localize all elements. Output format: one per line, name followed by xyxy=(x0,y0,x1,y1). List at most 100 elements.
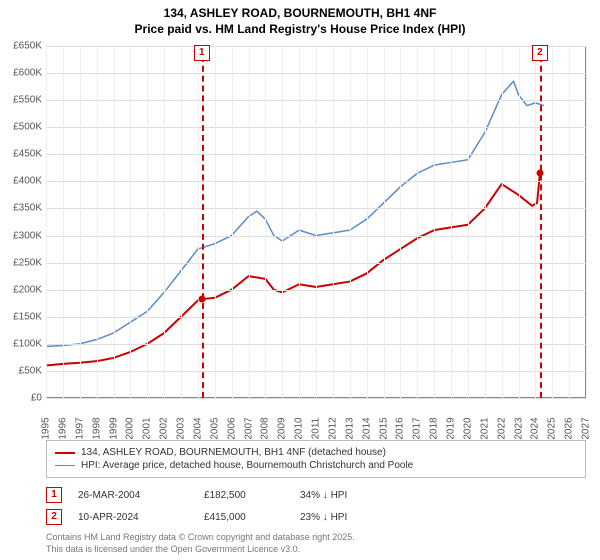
gridline-v xyxy=(265,46,266,398)
gridline-v xyxy=(215,46,216,398)
gridline-v xyxy=(552,46,553,398)
x-axis-tick-label: 1998 xyxy=(91,414,102,444)
x-axis-tick-label: 2010 xyxy=(294,414,305,444)
x-axis-tick-label: 1997 xyxy=(74,414,85,444)
y-axis-tick-label: £0 xyxy=(0,393,42,404)
x-axis-tick-label: 2025 xyxy=(547,414,558,444)
x-axis-tick-label: 2001 xyxy=(142,414,153,444)
gridline-v xyxy=(468,46,469,398)
legend-and-footer: 134, ASHLEY ROAD, BOURNEMOUTH, BH1 4NF (… xyxy=(46,440,586,555)
x-axis-tick-label: 2000 xyxy=(125,414,136,444)
gridline-v xyxy=(316,46,317,398)
transactions-table: 1 26-MAR-2004 £182,500 34% ↓ HPI 2 10-APR-202… xyxy=(46,484,586,528)
transaction-dot xyxy=(198,296,205,303)
x-axis-tick-label: 1995 xyxy=(41,414,52,444)
gridline-v xyxy=(299,46,300,398)
y-axis-tick-label: £550K xyxy=(0,95,42,106)
y-axis-tick-label: £350K xyxy=(0,203,42,214)
gridline-v xyxy=(181,46,182,398)
y-axis-tick-label: £500K xyxy=(0,122,42,133)
x-axis-tick-label: 1999 xyxy=(108,414,119,444)
x-axis-tick-label: 2020 xyxy=(462,414,473,444)
gridline-v xyxy=(434,46,435,398)
transaction-row: 210-APR-2024£415,00023% ↓ HPI xyxy=(46,506,586,528)
y-axis-tick-label: £50K xyxy=(0,365,42,376)
gridline-v xyxy=(586,46,587,398)
y-axis-tick-label: £650K xyxy=(0,41,42,52)
x-axis-tick-label: 1996 xyxy=(57,414,68,444)
transaction-marker-flag: 2 xyxy=(532,45,548,61)
footer-line-2: This data is licensed under the Open Gov… xyxy=(46,544,586,556)
y-axis-tick-label: £300K xyxy=(0,230,42,241)
y-axis-tick-label: £150K xyxy=(0,311,42,322)
gridline-v xyxy=(80,46,81,398)
x-axis-tick-label: 2004 xyxy=(192,414,203,444)
x-axis-tick-label: 2021 xyxy=(479,414,490,444)
legend-swatch-hpi xyxy=(55,465,75,466)
x-axis-tick-label: 2011 xyxy=(311,414,322,444)
chart-plot-area: £0£50K£100K£150K£200K£250K£300K£350K£400… xyxy=(46,46,586,398)
x-axis-tick-label: 2003 xyxy=(176,414,187,444)
x-axis-tick-label: 2006 xyxy=(226,414,237,444)
x-axis-tick-label: 2005 xyxy=(209,414,220,444)
x-axis-tick-label: 2024 xyxy=(530,414,541,444)
title-line-2: Price paid vs. HM Land Registry's House … xyxy=(0,22,600,38)
gridline-v xyxy=(46,46,47,398)
gridline-v xyxy=(130,46,131,398)
x-axis-tick-label: 2019 xyxy=(446,414,457,444)
transaction-date: 26-MAR-2004 xyxy=(78,490,188,501)
y-axis-tick-label: £450K xyxy=(0,149,42,160)
title-line-1: 134, ASHLEY ROAD, BOURNEMOUTH, BH1 4NF xyxy=(0,6,600,22)
x-axis-tick-label: 2026 xyxy=(564,414,575,444)
transaction-flag: 2 xyxy=(46,509,62,525)
x-axis-tick-label: 2012 xyxy=(327,414,338,444)
x-axis-tick-label: 2002 xyxy=(159,414,170,444)
gridline-v xyxy=(519,46,520,398)
gridline-v xyxy=(485,46,486,398)
y-axis-tick-label: £600K xyxy=(0,68,42,79)
x-axis-tick-label: 2009 xyxy=(277,414,288,444)
gridline-v xyxy=(282,46,283,398)
gridline-v xyxy=(333,46,334,398)
y-axis-tick-label: £100K xyxy=(0,338,42,349)
x-axis-tick-label: 2017 xyxy=(412,414,423,444)
x-axis-tick-label: 2014 xyxy=(361,414,372,444)
legend-row-hpi: HPI: Average price, detached house, Bour… xyxy=(55,459,577,472)
gridline-v xyxy=(535,46,536,398)
gridline-v xyxy=(367,46,368,398)
gridline-v xyxy=(232,46,233,398)
gridline-v xyxy=(350,46,351,398)
gridline-v xyxy=(97,46,98,398)
transaction-delta: 23% ↓ HPI xyxy=(300,512,410,523)
x-axis-tick-label: 2018 xyxy=(429,414,440,444)
gridline-v xyxy=(569,46,570,398)
gridline-h xyxy=(46,398,586,399)
legend-label-hpi: HPI: Average price, detached house, Bour… xyxy=(81,460,413,471)
gridline-v xyxy=(400,46,401,398)
x-axis-tick-label: 2007 xyxy=(243,414,254,444)
footer-line-1: Contains HM Land Registry data © Crown c… xyxy=(46,532,586,544)
chart-title: 134, ASHLEY ROAD, BOURNEMOUTH, BH1 4NF P… xyxy=(0,0,600,37)
transaction-marker-line xyxy=(540,46,542,398)
transaction-price: £182,500 xyxy=(204,490,284,501)
x-axis-tick-label: 2027 xyxy=(581,414,592,444)
footer-attribution: Contains HM Land Registry data © Crown c… xyxy=(46,532,586,555)
transaction-dot xyxy=(536,170,543,177)
gridline-v xyxy=(147,46,148,398)
legend-swatch-price-paid xyxy=(55,452,75,454)
transaction-delta: 34% ↓ HPI xyxy=(300,490,410,501)
gridline-v xyxy=(63,46,64,398)
x-axis-tick-label: 2013 xyxy=(344,414,355,444)
legend-box: 134, ASHLEY ROAD, BOURNEMOUTH, BH1 4NF (… xyxy=(46,440,586,478)
gridline-v xyxy=(417,46,418,398)
transaction-date: 10-APR-2024 xyxy=(78,512,188,523)
y-axis-tick-label: £400K xyxy=(0,176,42,187)
transaction-marker-flag: 1 xyxy=(194,45,210,61)
transaction-flag: 1 xyxy=(46,487,62,503)
x-axis-tick-label: 2023 xyxy=(513,414,524,444)
transaction-row: 1 26-MAR-2004 £182,500 34% ↓ HPI xyxy=(46,484,586,506)
legend-label-price-paid: 134, ASHLEY ROAD, BOURNEMOUTH, BH1 4NF (… xyxy=(81,447,386,458)
y-axis-tick-label: £200K xyxy=(0,284,42,295)
x-axis-tick-label: 2022 xyxy=(496,414,507,444)
gridline-v xyxy=(502,46,503,398)
